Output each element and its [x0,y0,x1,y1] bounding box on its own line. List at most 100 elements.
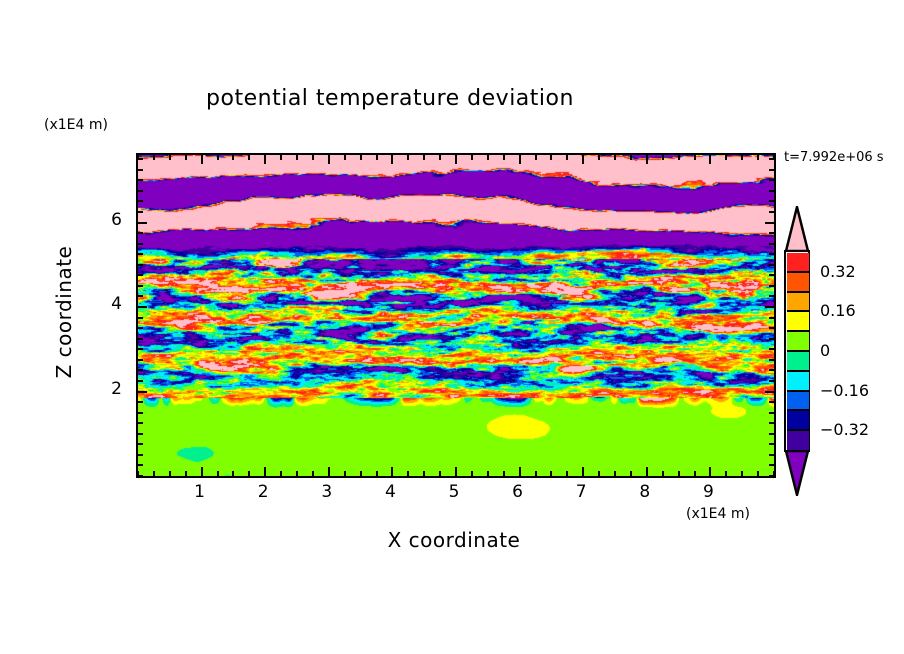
axis-tick [248,155,251,160]
colorbar-label: 0 [820,341,831,360]
colorbar-label: 0.16 [820,301,856,321]
axis-tick [725,471,728,476]
axis-tick [629,471,632,476]
axis-tick [741,155,744,160]
axis-tick [769,369,774,372]
axis-tick [470,471,473,476]
axis-tick [264,467,267,476]
axis-tick [709,155,712,164]
axis-tick [757,471,760,476]
axis-tick [486,471,489,476]
colorbar-band [787,292,809,313]
axis-tick [486,155,489,160]
axis-tick [248,471,251,476]
y-tick-label: 6 [111,209,122,230]
axis-tick [184,471,187,476]
axis-tick [138,211,143,214]
axis-tick [518,155,521,164]
axis-tick [741,471,744,476]
time-annotation: t=7.992e+06 s [784,150,884,165]
axis-tick [138,453,143,456]
axis-tick [629,155,632,160]
axis-tick [138,189,143,192]
colorbar-band [787,352,809,372]
axis-tick [661,471,664,476]
axis-tick [757,155,760,160]
axis-tick [138,401,143,404]
axis-tick [280,471,283,476]
axis-tick [769,189,774,192]
x-tick-label: 8 [639,482,651,502]
axis-tick [296,471,298,476]
axis-tick [769,443,774,446]
axis-tick [502,471,505,476]
axis-tick [769,432,774,435]
axis-tick [138,179,143,182]
x-tick-label: 3 [321,482,333,502]
colorbar-band [787,253,809,273]
axis-tick [550,471,553,476]
axis-tick [359,471,362,476]
axis-tick [709,467,712,476]
axis-tick [232,471,235,476]
axis-tick [614,155,616,160]
axis-tick [296,155,298,160]
axis-tick [168,471,171,476]
axis-tick [765,306,774,309]
axis-tick [769,274,774,277]
axis-tick [138,358,143,361]
axis-tick [765,390,774,393]
axis-tick [518,467,521,476]
colorbar-band [787,371,809,392]
axis-tick [138,295,143,298]
axis-tick [138,274,143,277]
axis-tick [391,467,394,476]
axis-tick [502,155,505,160]
axis-tick [138,443,143,446]
colorbar-band [787,272,809,293]
colorbar-label: −0.32 [820,420,870,440]
axis-tick [137,155,139,160]
colorbar-bands [784,250,810,452]
axis-tick [661,155,664,160]
axis-tick [375,155,378,160]
axis-tick [138,422,143,425]
axis-tick [769,422,774,425]
x-tick-label: 9 [702,482,714,502]
axis-tick [391,155,394,164]
colorbar-band [787,312,809,333]
axis-tick [327,467,330,476]
axis-tick [598,471,601,476]
axis-tick [769,358,774,361]
axis-tick [725,155,728,160]
axis-tick [769,316,774,319]
colorbar [784,206,810,496]
axis-tick [138,232,143,235]
axis-tick [216,471,219,476]
axis-tick [138,379,143,382]
axis-tick [455,155,457,164]
axis-tick [693,471,696,476]
axis-tick [138,390,147,393]
axis-tick [343,471,346,476]
axis-tick [769,242,774,245]
axis-tick [566,471,569,476]
axis-tick [645,467,648,476]
axis-tick [138,432,143,435]
axis-tick [455,467,457,476]
y-tick-label: 2 [111,378,122,399]
axis-tick [138,263,143,266]
colorbar-bottom-arrow-icon [784,450,810,496]
axis-tick [439,155,442,160]
contour-heatmap-canvas [138,155,774,476]
axis-tick [769,401,774,404]
axis-tick [327,155,330,164]
x-tick-label: 7 [575,482,587,502]
axis-tick [769,337,774,340]
x-axis-unit-label: (x1E4 m) [686,506,750,522]
axis-tick [138,327,143,330]
axis-tick [311,471,314,476]
axis-tick [534,471,537,476]
axis-tick [470,155,473,160]
